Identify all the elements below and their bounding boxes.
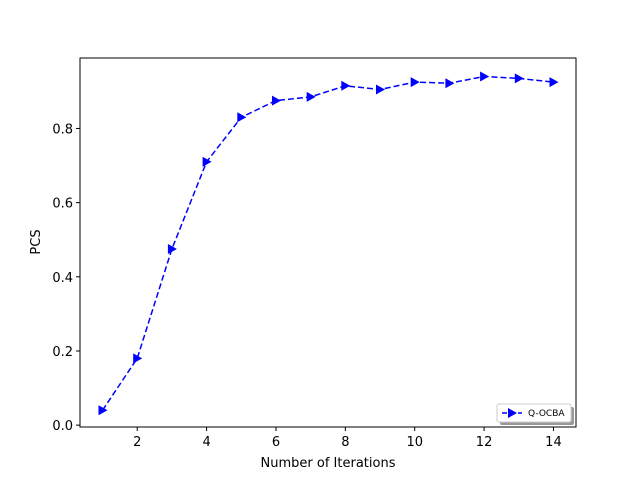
x-tick-label: 4 <box>202 435 210 450</box>
data-point-marker <box>272 95 281 106</box>
x-tick-label: 14 <box>545 435 562 450</box>
x-tick-label: 8 <box>341 435 349 450</box>
plot-background <box>80 58 576 427</box>
data-point-marker <box>341 80 351 91</box>
data-point-marker <box>410 77 420 88</box>
legend-box <box>496 403 572 423</box>
series-line <box>101 75 554 411</box>
y-axis-ticks: 0.0 0.2 0.4 0.6 0.8 <box>52 122 80 434</box>
data-point-marker <box>445 78 455 89</box>
data-point-marker <box>237 112 247 123</box>
data-point-marker <box>549 77 559 88</box>
data-point-marker <box>202 156 212 167</box>
data-point-marker <box>133 353 143 364</box>
x-axis-label: Number of Iterations <box>261 456 396 471</box>
x-tick-label: 6 <box>272 435 280 450</box>
y-axis-label: PCS <box>29 229 44 254</box>
data-point-marker <box>167 244 177 254</box>
x-axis-ticks: 2 4 6 8 10 12 14 <box>133 427 562 450</box>
y-tick-label: 0.4 <box>52 271 73 286</box>
legend-label: Q-OCBA <box>528 409 565 419</box>
x-tick-label: 2 <box>133 435 141 450</box>
y-tick-label: 0.2 <box>52 345 73 360</box>
data-point-marker <box>98 405 108 416</box>
series-layer <box>98 71 559 416</box>
y-tick-label: 0.8 <box>52 122 73 137</box>
legend: Q-OCBA <box>496 403 574 425</box>
data-point-marker <box>514 73 524 84</box>
plot-frame <box>79 57 577 428</box>
x-tick-label: 10 <box>406 435 423 450</box>
data-point-marker <box>306 91 316 102</box>
legend-marker <box>508 408 517 418</box>
x-tick-label: 12 <box>476 435 493 450</box>
data-point-marker <box>480 71 490 82</box>
data-point-marker <box>376 84 385 95</box>
y-tick-label: 0.0 <box>52 419 73 434</box>
y-tick-label: 0.6 <box>52 197 73 212</box>
